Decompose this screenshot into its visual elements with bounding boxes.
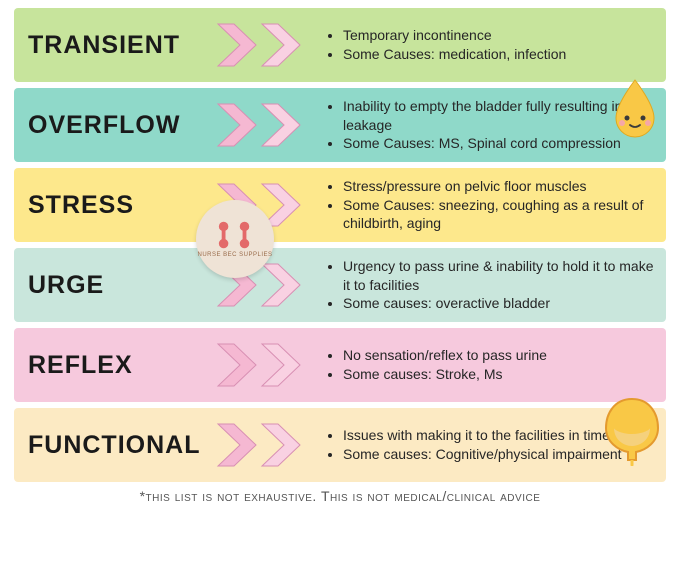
chevron-icon: [216, 342, 258, 388]
category-bullets: Stress/pressure on pelvic floor musclesS…: [319, 168, 666, 242]
bullet-item: Inability to empty the bladder fully res…: [343, 97, 654, 135]
chevron-icon: [216, 22, 258, 68]
bullet-item: Stress/pressure on pelvic floor muscles: [343, 177, 654, 196]
chevron-icon: [260, 102, 302, 148]
droplet-icon: [610, 78, 660, 138]
category-title: REFLEX: [14, 328, 199, 402]
chevron-icon: [260, 342, 302, 388]
chevrons-group: [199, 8, 319, 82]
category-title: TRANSIENT: [14, 8, 199, 82]
bullet-item: Some Causes: sneezing, coughing as a res…: [343, 196, 654, 234]
category-row: URGE Urgency to pass urine & inability t…: [14, 248, 666, 322]
bullet-item: Some causes: Stroke, Ms: [343, 365, 654, 384]
chevron-icon: [260, 422, 302, 468]
chevrons-group: [199, 328, 319, 402]
chevron-icon: [216, 422, 258, 468]
bullet-item: No sensation/reflex to pass urine: [343, 346, 654, 365]
bullet-item: Some Causes: medication, infection: [343, 45, 654, 64]
category-row: STRESS Stress/pressure on pelvic floor m…: [14, 168, 666, 242]
infographic-container: TRANSIENT Temporary incontinenceSome Cau…: [0, 0, 680, 486]
category-title: FUNCTIONAL: [14, 408, 199, 482]
category-row: TRANSIENT Temporary incontinenceSome Cau…: [14, 8, 666, 82]
category-title: STRESS: [14, 168, 199, 242]
category-bullets: Temporary incontinenceSome Causes: medic…: [319, 8, 666, 82]
category-row: OVERFLOW Inability to empty the bladder …: [14, 88, 666, 162]
category-row: FUNCTIONAL Issues with making it to the …: [14, 408, 666, 482]
bullet-item: Urgency to pass urine & inability to hol…: [343, 257, 654, 295]
category-title: URGE: [14, 248, 199, 322]
footer-disclaimer: *this list is not exhaustive. This is no…: [0, 488, 680, 504]
chevrons-group: [199, 88, 319, 162]
bullet-item: Some causes: overactive bladder: [343, 294, 654, 313]
category-row: REFLEX No sensation/reflex to pass urine…: [14, 328, 666, 402]
chevron-icon: [260, 22, 302, 68]
stamp-text: NURSE BEC SUPPLIES: [197, 252, 272, 258]
category-title: OVERFLOW: [14, 88, 199, 162]
chevrons-group: [199, 408, 319, 482]
category-bullets: No sensation/reflex to pass urineSome ca…: [319, 328, 666, 402]
category-bullets: Urgency to pass urine & inability to hol…: [319, 248, 666, 322]
bladder-icon: [602, 394, 662, 466]
chevron-icon: [260, 262, 302, 308]
bullet-item: Some Causes: MS, Spinal cord compression: [343, 134, 654, 153]
bullet-item: Temporary incontinence: [343, 26, 654, 45]
brand-stamp-icon: NURSE BEC SUPPLIES: [196, 200, 274, 278]
chevron-icon: [216, 102, 258, 148]
